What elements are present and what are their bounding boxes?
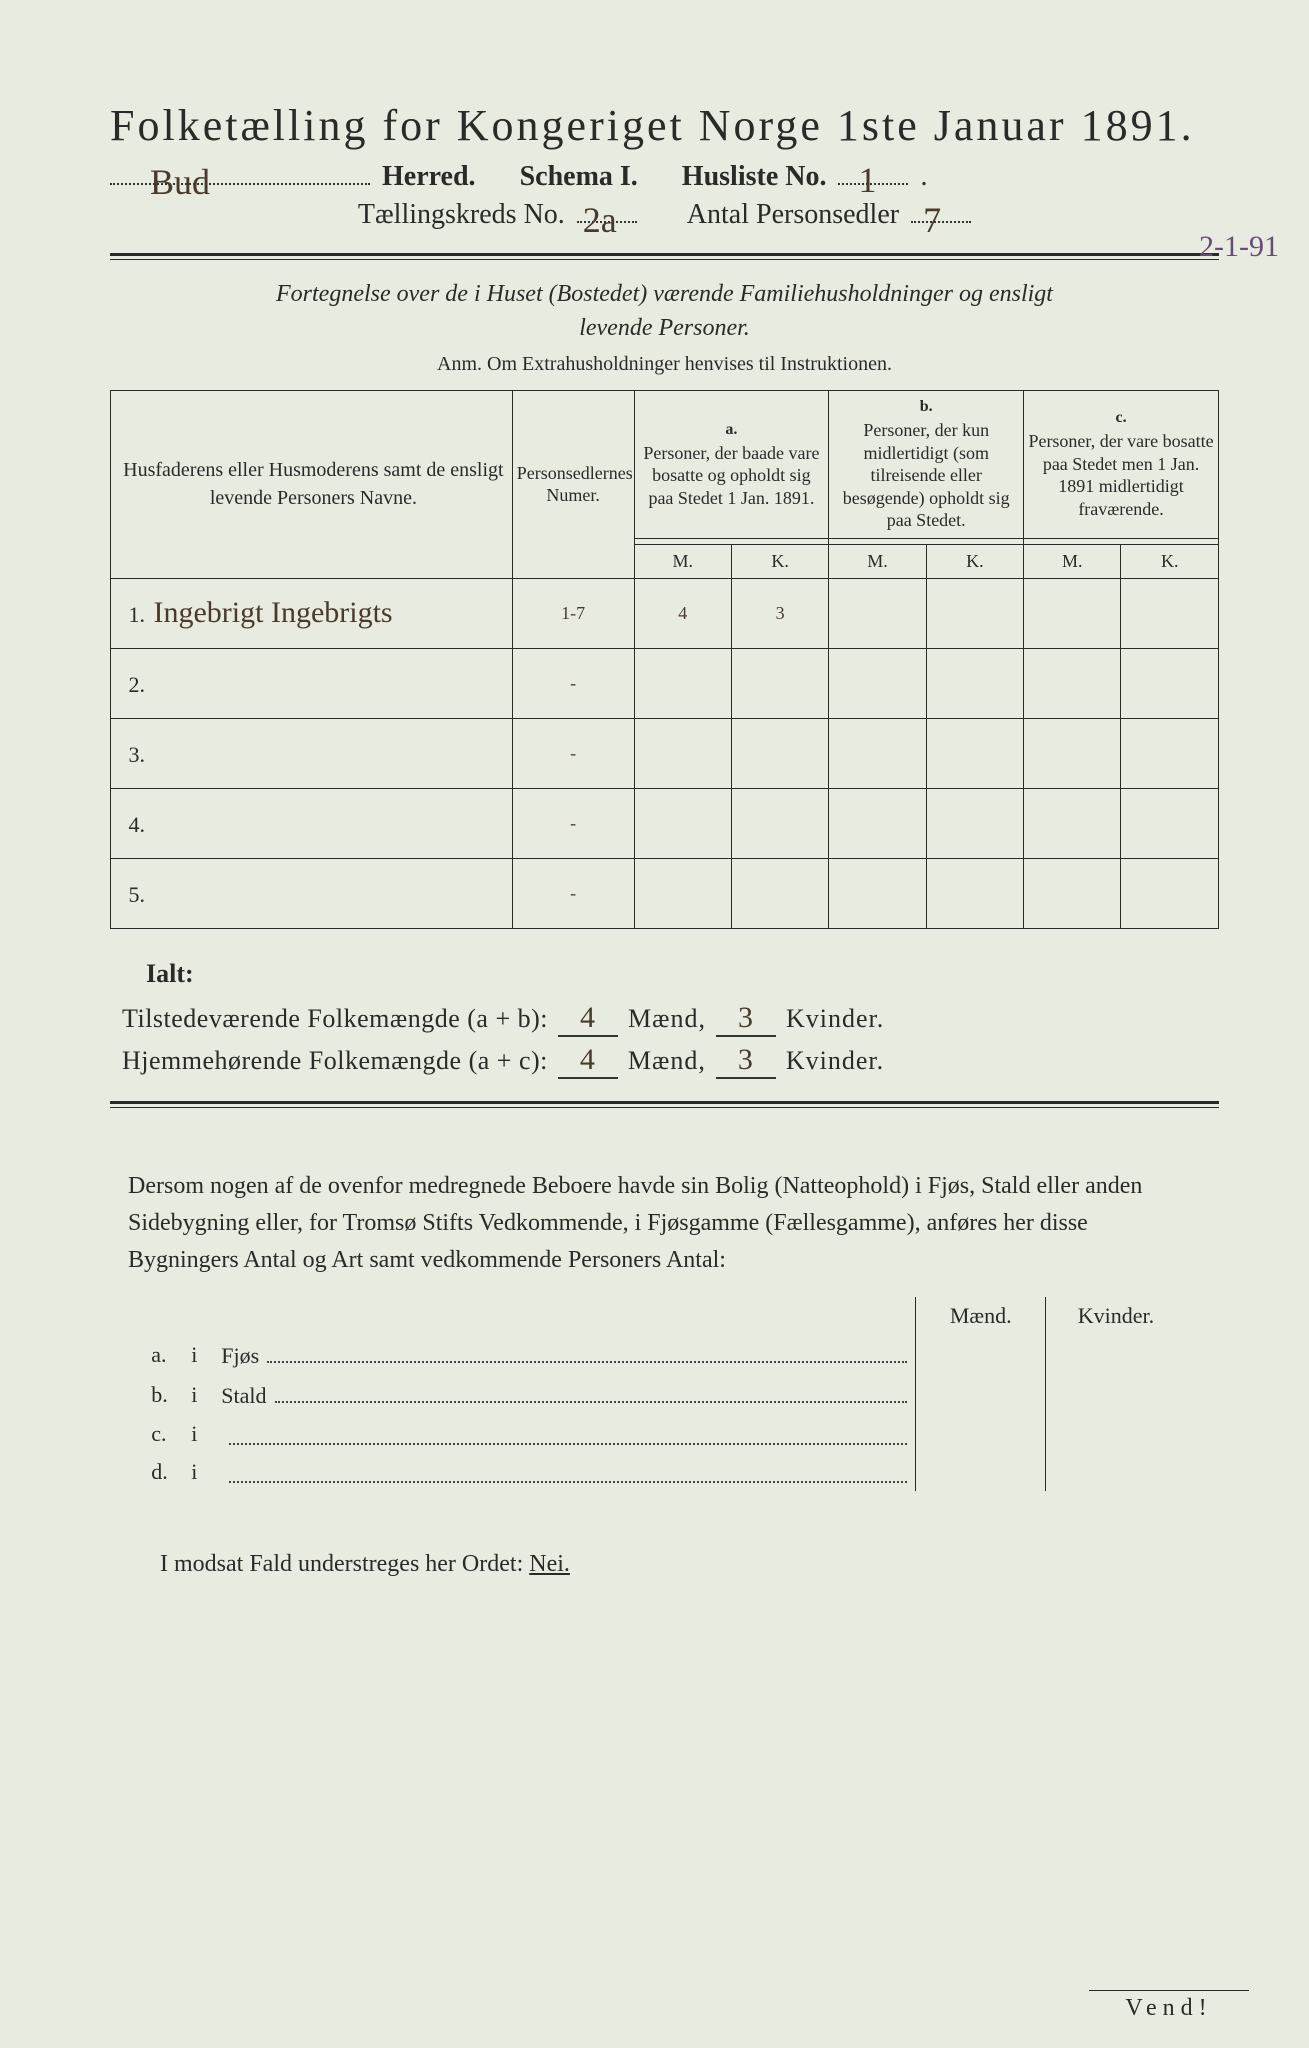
- hjemme-line: Hjemmehørende Folkemængde (a + c): 4 Mæn…: [122, 1043, 1219, 1079]
- header-row-2: Bud Herred. Schema I. Husliste No. 1 .: [110, 161, 1219, 193]
- table-row: 2. -: [111, 648, 1219, 718]
- hjemme-k: 3: [716, 1043, 776, 1079]
- header-row-3: Tællingskreds No. 2a Antal Personsedler …: [110, 199, 1219, 231]
- page-title: Folketælling for Kongeriget Norge 1ste J…: [110, 100, 1219, 151]
- col-a-k: K.: [731, 544, 828, 578]
- schema-label: Schema I.: [520, 161, 638, 193]
- modsat-line: I modsat Fald understreges her Ordet: Ne…: [160, 1551, 1219, 1578]
- husliste-label: Husliste No.: [682, 161, 827, 193]
- table-row: 5. -: [111, 858, 1219, 928]
- side-building-paragraph: Dersom nogen af de ovenfor medregnede Be…: [128, 1168, 1201, 1280]
- husliste-period: .: [920, 161, 927, 193]
- personsedler-no: 7: [923, 199, 941, 241]
- side-col-maend: Mænd.: [916, 1297, 1046, 1335]
- col-c-k: K.: [1121, 544, 1219, 578]
- table-row: 1. Ingebrigt Ingebrigts1-743: [111, 578, 1219, 648]
- col-c-m: M.: [1024, 544, 1121, 578]
- herred-value: Bud: [150, 161, 210, 203]
- hjemme-m: 4: [558, 1043, 618, 1079]
- census-table: Husfaderens eller Husmoderens samt de en…: [110, 390, 1219, 929]
- anm-note: Anm. Om Extrahusholdninger henvises til …: [110, 353, 1219, 376]
- ialt-label: Ialt:: [146, 959, 1219, 989]
- personsedler-label: Antal Personsedler: [687, 199, 899, 231]
- side-table-row: d.i: [143, 1453, 1185, 1491]
- side-building-table: Mænd. Kvinder. a.iFjøsb.iStaldc.id.i: [143, 1297, 1185, 1491]
- divider-top: [110, 253, 1219, 260]
- col-header-num: Personsedlernes Numer.: [512, 391, 634, 579]
- tilstede-k: 3: [716, 1001, 776, 1037]
- vend-label: Vend!: [1089, 1990, 1249, 2022]
- col-header-name: Husfaderens eller Husmoderens samt de en…: [111, 391, 513, 579]
- col-header-a: a. Personer, der baade vare bosatte og o…: [634, 391, 829, 539]
- husliste-no: 1: [858, 159, 876, 201]
- nei-word: Nei.: [529, 1551, 570, 1577]
- kreds-no: 2a: [583, 199, 617, 241]
- col-a-m: M.: [634, 544, 731, 578]
- side-col-kvinder: Kvinder.: [1046, 1297, 1186, 1335]
- tilstede-line: Tilstedeværende Folkemængde (a + b): 4 M…: [122, 1001, 1219, 1037]
- side-table-row: c.i: [143, 1415, 1185, 1453]
- table-row: 3. -: [111, 718, 1219, 788]
- col-b-k: K.: [926, 544, 1023, 578]
- divider-mid: [110, 1101, 1219, 1108]
- kreds-label: Tællingskreds No.: [358, 199, 565, 231]
- instructions-text: Fortegnelse over de i Huset (Bostedet) v…: [150, 278, 1179, 345]
- herred-label: Herred.: [382, 161, 476, 193]
- tilstede-m: 4: [558, 1001, 618, 1037]
- col-header-c: c. Personer, der vare bosatte paa Stedet…: [1024, 391, 1219, 539]
- col-header-b: b. Personer, der kun midlertidigt (som t…: [829, 391, 1024, 539]
- margin-date-annotation: 2-1-91: [1199, 230, 1279, 264]
- side-table-row: b.iStald: [143, 1375, 1185, 1415]
- col-b-m: M.: [829, 544, 926, 578]
- table-row: 4. -: [111, 788, 1219, 858]
- side-table-row: a.iFjøs: [143, 1335, 1185, 1375]
